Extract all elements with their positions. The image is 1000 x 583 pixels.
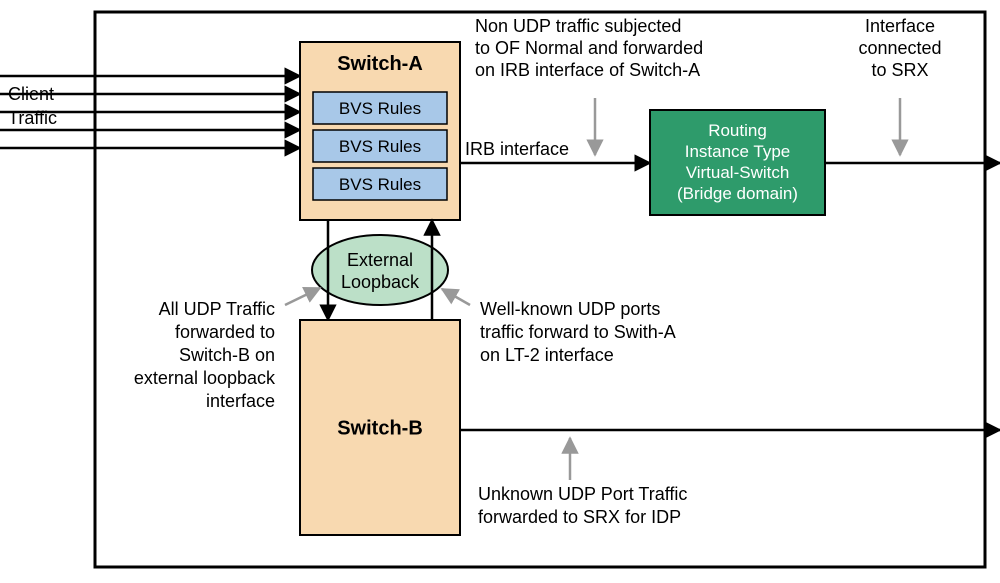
annotation-iface_srx: Interface <box>865 16 935 36</box>
annotation-well_known: on LT-2 interface <box>480 345 614 365</box>
annotation-well_known: traffic forward to Swith-A <box>480 322 676 342</box>
annotation-non_udp: Non UDP traffic subjected <box>475 16 681 36</box>
loopback-label-2: Loopback <box>341 272 420 292</box>
switch-a-label: Switch-A <box>337 53 423 75</box>
annotation-all_udp: Switch-B on <box>179 345 275 365</box>
external-loopback <box>312 235 448 305</box>
annotation-all_udp: external loopback <box>134 368 276 388</box>
annotation-iface_srx: to SRX <box>871 60 928 80</box>
irb-label: IRB interface <box>465 139 569 159</box>
annotation-arrow-all_udp <box>285 288 320 305</box>
annotation-unknown_udp: Unknown UDP Port Traffic <box>478 484 687 504</box>
annotation-all_udp: forwarded to <box>175 322 275 342</box>
annotation-all_udp: interface <box>206 391 275 411</box>
annotation-all_udp: All UDP Traffic <box>159 299 275 319</box>
routing-box-line: Virtual-Switch <box>686 163 790 182</box>
annotation-non_udp: to OF Normal and forwarded <box>475 38 703 58</box>
annotations-group: Non UDP traffic subjectedto OF Normal an… <box>134 16 942 527</box>
annotation-unknown_udp: forwarded to SRX for IDP <box>478 507 681 527</box>
client-traffic-label-1: Client <box>8 84 54 104</box>
routing-box-line: (Bridge domain) <box>677 184 798 203</box>
bvs-rule-label: BVS Rules <box>339 137 421 156</box>
bvs-rule-label: BVS Rules <box>339 99 421 118</box>
routing-box-line: Instance Type <box>685 142 791 161</box>
annotation-non_udp: on IRB interface of Switch-A <box>475 60 700 80</box>
bvs-rule-label: BVS Rules <box>339 175 421 194</box>
routing-box-line: Routing <box>708 121 767 140</box>
annotation-iface_srx: connected <box>858 38 941 58</box>
annotation-well_known: Well-known UDP ports <box>480 299 660 319</box>
loopback-label-1: External <box>347 250 413 270</box>
bvs-rules-group: BVS Rules BVS Rules BVS Rules <box>313 92 447 200</box>
annotation-arrow-well_known <box>442 289 470 305</box>
client-traffic-label-2: Traffic <box>8 108 57 128</box>
network-diagram: Client Traffic Switch-A BVS RulesBVS Rul… <box>0 0 1000 578</box>
switch-b-label: Switch-B <box>337 418 423 440</box>
